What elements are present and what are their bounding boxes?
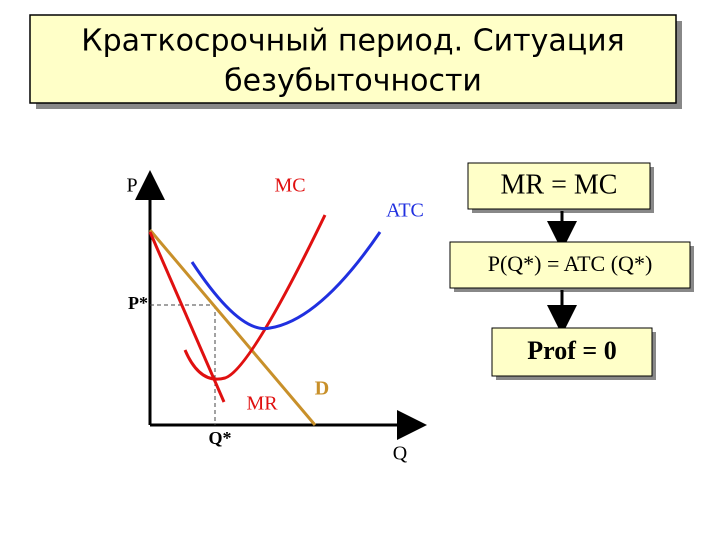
demand-label: D [315,378,329,400]
mr-curve [148,231,226,403]
box-text: Prof = 0 [527,336,616,365]
title-box [29,14,677,104]
quantity-label: Q* [208,428,231,448]
x-axis-label: Q [393,443,408,465]
atc-label: ATC [386,200,424,222]
title-line: безубыточности [224,64,482,99]
price-label: P* [128,293,148,313]
mr-label: MR [246,393,278,415]
box-text: P(Q*) = ATC (Q*) [488,251,653,276]
title-line: Краткосрочный период. Ситуация [81,24,624,59]
box-text: MR = MC [501,169,618,200]
box [449,241,691,289]
mc-curve [183,214,327,381]
box [467,162,651,210]
box [491,327,653,377]
demand-curve [148,229,317,426]
y-axis-label: P [126,175,137,197]
atc-curve [190,231,382,331]
mc-label: MC [274,175,305,197]
